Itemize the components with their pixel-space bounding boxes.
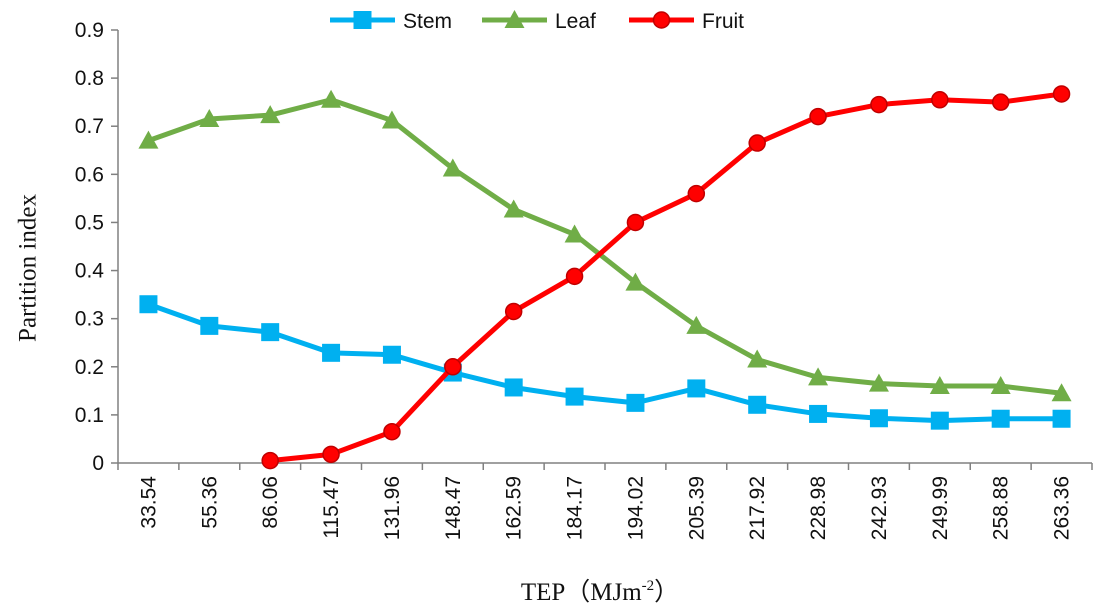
series-leaf bbox=[138, 89, 1072, 402]
leaf-point bbox=[381, 110, 402, 129]
x-tick-label: 258.88 bbox=[990, 476, 1013, 540]
stem-point bbox=[869, 409, 888, 428]
x-tick-label: 162.59 bbox=[503, 476, 526, 540]
stem-point bbox=[139, 295, 158, 314]
x-axis-title-main: TEP（MJm bbox=[521, 578, 642, 606]
x-tick-label: 148.47 bbox=[442, 476, 465, 540]
stem-point bbox=[930, 411, 949, 430]
stem-point bbox=[991, 409, 1010, 428]
stem-point bbox=[1052, 409, 1071, 428]
fruit-point bbox=[991, 93, 1010, 111]
stem-line bbox=[147, 301, 1062, 424]
fruit-point bbox=[322, 445, 340, 464]
y-tick-label: 0 bbox=[92, 452, 104, 475]
stem-point bbox=[322, 343, 341, 362]
stem-point bbox=[748, 395, 767, 414]
legend-stem-marker bbox=[353, 11, 372, 29]
x-tick-label: 217.92 bbox=[746, 476, 769, 540]
leaf-line bbox=[147, 97, 1062, 396]
stem-point bbox=[626, 393, 645, 412]
fruit-point bbox=[931, 91, 949, 109]
leaf-point bbox=[199, 109, 220, 128]
series-stem bbox=[139, 295, 1071, 430]
y-axis-title: Partition index bbox=[15, 194, 42, 342]
x-tick-label: 131.96 bbox=[381, 476, 404, 540]
fruit-point bbox=[748, 134, 766, 152]
legend: Stem Leaf Fruit bbox=[330, 10, 744, 33]
stem-point bbox=[200, 316, 219, 335]
leaf-point bbox=[260, 105, 281, 124]
fruit-point bbox=[809, 107, 827, 126]
y-ticks: 0 0.1 0.2 0.3 0.4 0.5 0.6 0.7 0.8 0.9 bbox=[75, 19, 118, 475]
leaf-point bbox=[138, 130, 159, 149]
stem-point bbox=[809, 404, 828, 423]
fruit-point bbox=[870, 95, 888, 114]
leaf-point bbox=[686, 315, 707, 334]
y-tick-label: 0.7 bbox=[75, 115, 104, 138]
x-tick-label: 55.36 bbox=[198, 476, 221, 529]
leaf-point bbox=[442, 158, 463, 177]
x-axis-title-end: ） bbox=[654, 578, 679, 606]
x-axis-title: TEP（MJm-2） bbox=[521, 578, 679, 606]
fruit-point bbox=[504, 302, 523, 321]
stem-point bbox=[565, 387, 584, 406]
fruit-point bbox=[565, 267, 584, 286]
x-ticks: 33.54 55.36 86.06 115.47 131.96 148.47 162.59 1… bbox=[117, 463, 1093, 540]
legend-stem-label: Stem bbox=[403, 10, 452, 33]
fruit-point bbox=[626, 213, 645, 232]
series-fruit bbox=[261, 85, 1071, 470]
x-tick-label: 86.06 bbox=[259, 476, 282, 529]
x-tick-label: 33.54 bbox=[137, 476, 160, 529]
y-tick-label: 0.2 bbox=[75, 356, 104, 379]
leaf-point bbox=[808, 367, 829, 386]
fruit-point bbox=[261, 451, 279, 470]
leaf-point bbox=[929, 376, 950, 395]
x-tick-label: 228.98 bbox=[807, 476, 830, 540]
y-tick-label: 0.8 bbox=[75, 67, 104, 90]
y-tick-label: 0.3 bbox=[75, 308, 104, 331]
fruit-point bbox=[687, 184, 706, 203]
x-tick-label: 184.17 bbox=[564, 476, 587, 540]
series-layer bbox=[138, 85, 1072, 470]
x-tick-label: 249.99 bbox=[929, 476, 952, 540]
legend-leaf-label: Leaf bbox=[555, 10, 596, 33]
x-tick-label: 242.93 bbox=[868, 476, 891, 540]
stem-point bbox=[382, 345, 401, 364]
legend-leaf-marker bbox=[504, 10, 525, 28]
y-tick-label: 0.5 bbox=[75, 211, 104, 234]
x-axis-title-superscript: -2 bbox=[642, 578, 655, 594]
legend-fruit-label: Fruit bbox=[702, 10, 744, 33]
leaf-point bbox=[503, 199, 524, 218]
stem-point bbox=[261, 323, 280, 342]
legend-fruit-marker bbox=[652, 11, 671, 29]
fruit-point bbox=[1052, 85, 1071, 103]
x-tick-label: 194.02 bbox=[624, 476, 647, 540]
leaf-point bbox=[747, 349, 768, 368]
y-tick-label: 0.1 bbox=[75, 404, 104, 427]
stem-point bbox=[687, 379, 706, 398]
leaf-point bbox=[1051, 383, 1072, 402]
y-tick-label: 0.6 bbox=[75, 163, 104, 186]
x-tick-label: 205.39 bbox=[685, 476, 708, 540]
fruit-line bbox=[269, 91, 1062, 464]
leaf-point bbox=[990, 376, 1011, 395]
leaf-point bbox=[868, 373, 889, 392]
fruit-point bbox=[383, 422, 401, 441]
fruit-point bbox=[444, 358, 462, 376]
x-tick-label: 263.36 bbox=[1051, 476, 1074, 540]
stem-point bbox=[504, 378, 523, 397]
y-tick-label: 0.4 bbox=[75, 260, 105, 283]
x-tick-label: 115.47 bbox=[320, 476, 343, 539]
leaf-point bbox=[321, 89, 342, 108]
y-tick-label: 0.9 bbox=[75, 19, 104, 42]
leaf-point bbox=[625, 272, 646, 291]
leaf-point bbox=[564, 224, 585, 243]
